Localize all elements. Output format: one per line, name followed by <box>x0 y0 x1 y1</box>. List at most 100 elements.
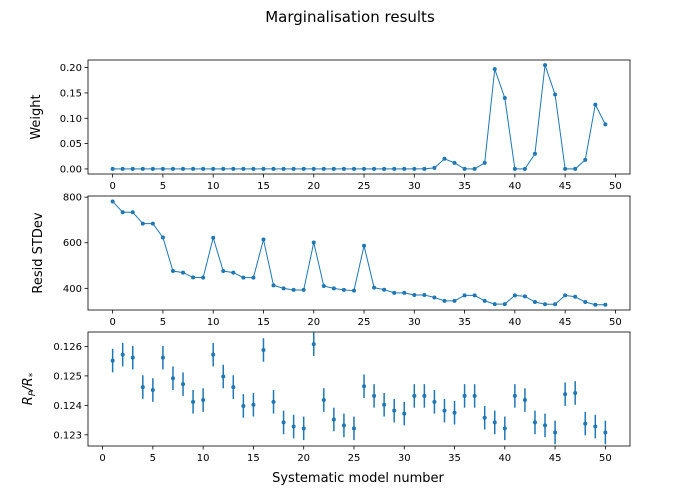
data-point <box>563 293 568 298</box>
data-point <box>382 287 387 292</box>
data-point <box>502 302 507 307</box>
data-point <box>472 166 477 171</box>
data-point <box>402 290 407 295</box>
data-point <box>603 430 608 435</box>
data-point <box>150 166 155 171</box>
data-point <box>351 426 356 431</box>
data-point <box>482 415 487 420</box>
data-point <box>251 275 256 280</box>
data-point <box>341 287 346 292</box>
data-point <box>553 302 558 307</box>
data-point <box>512 293 517 298</box>
data-point <box>241 166 246 171</box>
data-point <box>573 166 578 171</box>
data-point <box>211 352 216 357</box>
data-point <box>281 420 286 425</box>
data-point <box>271 399 276 404</box>
data-point <box>291 287 296 292</box>
data-point <box>351 288 356 293</box>
data-point <box>603 302 608 307</box>
y-tick-label: 0.126 <box>53 342 82 353</box>
data-point <box>512 166 517 171</box>
axes-frame <box>87 331 631 447</box>
data-point <box>130 355 135 360</box>
data-point <box>482 160 487 165</box>
data-point <box>221 166 226 171</box>
data-point <box>442 156 447 161</box>
data-point <box>221 269 226 274</box>
data-point <box>110 166 115 171</box>
data-point <box>412 166 417 171</box>
data-point <box>191 399 196 404</box>
data-point <box>532 420 537 425</box>
x-tick-label: 5 <box>160 181 166 192</box>
data-point <box>583 157 588 162</box>
x-tick-label: 30 <box>408 317 421 328</box>
data-point <box>543 302 548 307</box>
data-point <box>170 376 175 381</box>
data-point <box>432 295 437 300</box>
data-point <box>311 166 316 171</box>
data-point <box>462 393 467 398</box>
data-point <box>593 302 598 307</box>
x-tick-label: 20 <box>307 181 320 192</box>
x-tick-label: 5 <box>160 317 166 328</box>
data-point <box>281 166 286 171</box>
y-tick-label: 600 <box>63 238 82 249</box>
x-tick-label: 30 <box>398 453 411 464</box>
data-point <box>422 393 427 398</box>
data-point <box>130 210 135 215</box>
y-tick-label: 800 <box>63 193 82 204</box>
data-point <box>452 160 457 165</box>
data-point <box>402 411 407 416</box>
data-point <box>201 166 206 171</box>
data-point <box>392 166 397 171</box>
data-point <box>241 275 246 280</box>
data-point <box>482 298 487 303</box>
x-tick-label: 20 <box>297 453 310 464</box>
data-point <box>372 285 377 290</box>
data-point <box>160 355 165 360</box>
data-point <box>140 166 145 171</box>
x-tick-label: 35 <box>448 453 461 464</box>
data-point <box>301 166 306 171</box>
data-point <box>553 92 558 97</box>
x-tick-label: 35 <box>458 181 471 192</box>
data-point <box>502 426 507 431</box>
data-point <box>573 390 578 395</box>
data-point <box>341 423 346 428</box>
data-point <box>301 426 306 431</box>
resid-stdev-panel: 0 5 10 15 20 25 30 35 40 45 50 400 600 800 Resid STDev <box>31 193 631 328</box>
data-point <box>543 63 548 68</box>
data-point <box>382 402 387 407</box>
data-point <box>392 408 397 413</box>
axes-frame <box>87 195 631 311</box>
weight-panel: 0 5 10 15 20 25 30 35 40 45 50 0.00 0.05 0.10 0.15 0.20… <box>29 59 631 192</box>
data-point <box>181 270 186 275</box>
x-tick-label: 35 <box>458 317 471 328</box>
data-point <box>593 102 598 107</box>
x-tick-label: 45 <box>549 453 562 464</box>
data-point <box>462 166 467 171</box>
data-point <box>311 240 316 245</box>
x-tick-label: 30 <box>408 181 421 192</box>
data-point <box>170 166 175 171</box>
x-tick-label: 0 <box>109 317 115 328</box>
data-point <box>251 402 256 407</box>
data-point <box>573 294 578 299</box>
x-tick-label: 10 <box>207 181 220 192</box>
y-tick-label: 0.20 <box>60 63 82 74</box>
y-tick-label: 0.15 <box>60 88 82 99</box>
data-point <box>442 298 447 303</box>
data-point <box>331 417 336 422</box>
y-axis-label: RP/R* <box>21 372 38 405</box>
x-tick-label: 10 <box>207 317 220 328</box>
data-point <box>110 199 115 204</box>
data-point <box>372 166 377 171</box>
x-tick-label: 20 <box>307 317 320 328</box>
data-point <box>522 398 527 403</box>
y-axis-label: Resid STDev <box>31 212 46 293</box>
data-point <box>291 424 296 429</box>
data-point <box>392 290 397 295</box>
